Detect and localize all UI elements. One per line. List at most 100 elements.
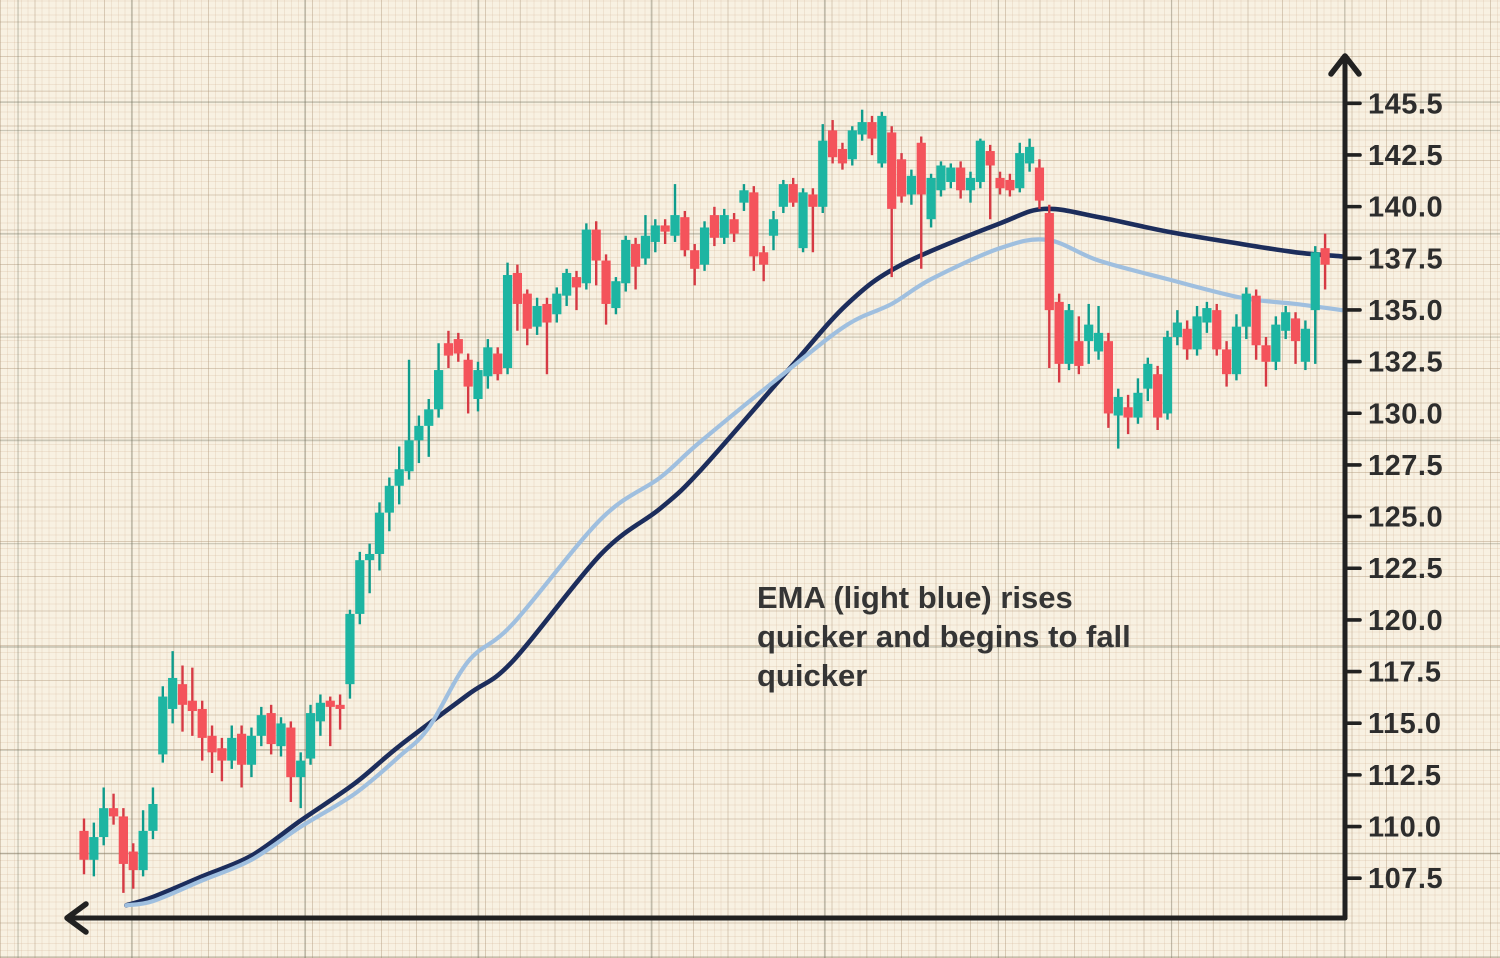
candle-body — [611, 281, 621, 309]
candle-up — [384, 477, 394, 532]
candle-up — [296, 752, 306, 809]
candle-up — [965, 171, 976, 203]
y-tick-label: 127.5 — [1368, 450, 1443, 482]
candle-up — [1084, 303, 1094, 364]
candle-body — [217, 748, 227, 761]
candle-down — [759, 246, 769, 282]
candle-down — [837, 142, 848, 170]
candle-up — [502, 262, 513, 375]
candle-body — [660, 225, 670, 232]
candle-down — [1261, 337, 1271, 387]
candle-down — [197, 700, 207, 761]
y-tick-label: 132.5 — [1368, 347, 1443, 379]
candle-body — [325, 700, 335, 707]
candle-up — [906, 169, 916, 205]
candle-up — [847, 126, 857, 166]
candle-body — [118, 816, 128, 864]
candle-up — [276, 717, 286, 757]
candle-up — [719, 208, 729, 245]
candle-down — [207, 725, 217, 774]
candle-body — [1054, 301, 1064, 364]
candle-up — [611, 277, 621, 315]
candle-body — [1103, 341, 1113, 414]
candle-body — [1005, 179, 1015, 191]
y-tick-label: 130.0 — [1368, 398, 1443, 430]
candle-down — [512, 264, 522, 331]
candle-down — [108, 793, 119, 825]
candle-body — [670, 215, 680, 236]
candle-down — [916, 136, 926, 269]
candle-body — [1044, 213, 1054, 311]
candle-body — [108, 808, 119, 817]
candle-down — [828, 120, 838, 164]
candle-down — [266, 704, 276, 755]
candle-up — [1310, 246, 1320, 364]
candle-up — [1064, 303, 1074, 371]
candle-body — [502, 275, 513, 368]
candle-body — [768, 219, 779, 236]
candle-up — [1133, 378, 1143, 424]
candle-body — [1231, 326, 1242, 375]
candle-body — [995, 177, 1005, 189]
annotation-text: EMA (light blue) rises quicker and begin… — [757, 578, 1177, 695]
candle-body — [453, 339, 463, 354]
candle-body — [89, 837, 99, 860]
candle-body — [729, 219, 739, 234]
candle-up — [99, 787, 109, 846]
candle-up — [1113, 388, 1123, 449]
candle-body — [975, 140, 985, 183]
candle-body — [237, 733, 247, 765]
y-tick-label: 120.0 — [1368, 605, 1443, 637]
candle-body — [1133, 392, 1143, 418]
candle-down — [542, 297, 552, 375]
x-axis-arrow-icon — [64, 901, 89, 935]
candle-down — [1222, 341, 1232, 387]
candle-body — [690, 250, 700, 269]
y-tick-label: 117.5 — [1368, 657, 1441, 689]
candle-down — [187, 667, 197, 736]
candle-up — [89, 822, 99, 877]
candle-body — [512, 272, 522, 304]
candle-up — [246, 727, 257, 778]
candle-body — [1162, 337, 1173, 414]
candle-body — [246, 735, 257, 765]
candle-body — [207, 735, 217, 753]
candle-body — [739, 190, 749, 203]
candle-up — [1231, 314, 1242, 381]
candle-body — [266, 713, 276, 745]
candle-down — [1054, 293, 1064, 383]
candle-down — [522, 289, 532, 346]
candle-body — [1064, 310, 1074, 364]
candle-body — [857, 122, 867, 135]
candle-up — [1300, 320, 1310, 371]
candle-up — [975, 138, 985, 189]
candle-body — [650, 225, 660, 242]
candle-up — [158, 686, 168, 763]
candle-down — [690, 244, 700, 286]
candle-up — [1015, 142, 1025, 193]
candle-body — [1271, 324, 1281, 362]
candle-body — [571, 277, 582, 288]
candle-body — [552, 293, 562, 315]
candle-body — [1074, 341, 1084, 366]
candle-body — [315, 702, 325, 722]
candle-up — [168, 651, 178, 724]
annotation-line-3: quicker — [757, 658, 868, 693]
candle-down — [463, 353, 473, 414]
candle-body — [463, 359, 473, 387]
candle-body — [946, 167, 956, 183]
candle-body — [355, 560, 365, 614]
candle-up — [1172, 310, 1182, 346]
candle-up — [562, 268, 572, 307]
candle-body — [1192, 316, 1202, 350]
y-tick-label: 125.0 — [1368, 502, 1443, 534]
candle-body — [483, 347, 493, 377]
y-tick-label: 110.0 — [1368, 812, 1441, 844]
candle-body — [158, 696, 168, 755]
candle-body — [374, 512, 385, 554]
candle-body — [1025, 146, 1035, 164]
candle-body — [631, 244, 641, 267]
candle-down — [729, 213, 739, 242]
candle-up — [818, 124, 828, 214]
